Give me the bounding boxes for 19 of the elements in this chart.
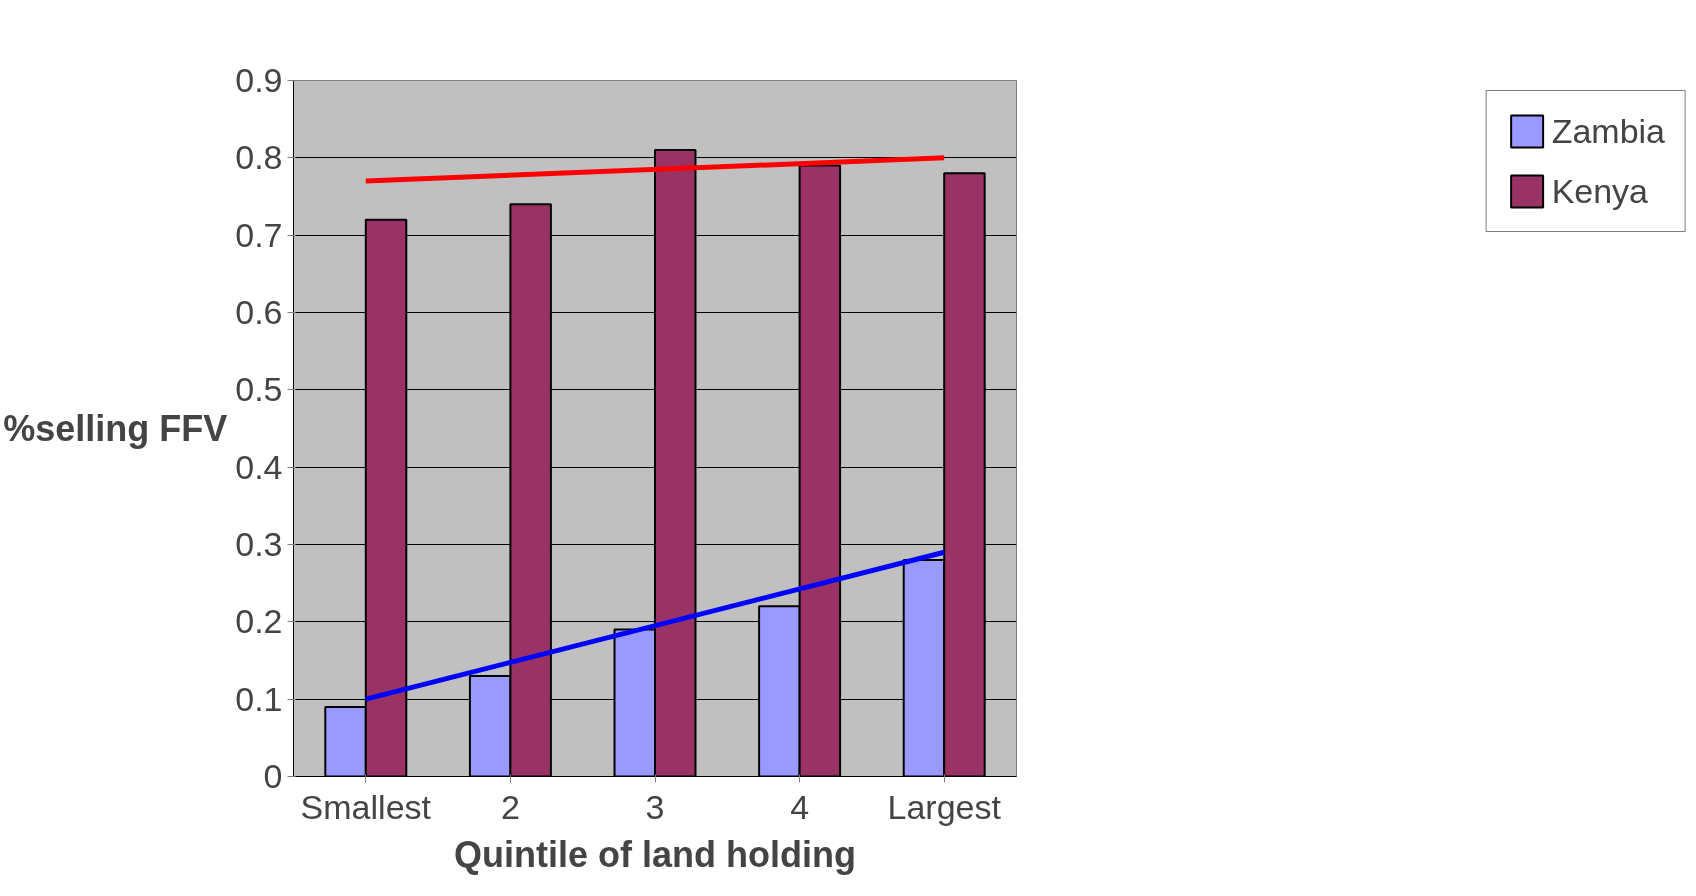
y-tick-label: 0.8 — [235, 138, 283, 177]
y-tick-label: 0.4 — [235, 447, 283, 486]
x-axis-title: Quintile of land holding — [454, 833, 856, 875]
x-tick-label: 2 — [500, 787, 520, 826]
x-tick-label: 3 — [645, 787, 665, 826]
legend-label: Kenya — [1551, 171, 1649, 211]
y-tick-label: 0.7 — [235, 215, 283, 254]
y-tick-label: 0.9 — [235, 61, 283, 99]
y-tick-label: 0.3 — [235, 525, 283, 563]
y-tick-label: 0.6 — [235, 293, 283, 331]
x-tick-label: Largest — [887, 787, 1002, 826]
y-tick-label: 0.5 — [235, 370, 283, 409]
x-tick-label: 4 — [790, 787, 810, 826]
y-axis-title: %selling FFV — [3, 408, 228, 449]
y-tick-label: 0 — [263, 757, 283, 795]
x-tick-label: Smallest — [300, 787, 432, 826]
y-tick-label: 0.1 — [235, 679, 283, 718]
legend-label: Zambia — [1551, 111, 1665, 151]
y-tick-label: 0.2 — [235, 602, 283, 641]
